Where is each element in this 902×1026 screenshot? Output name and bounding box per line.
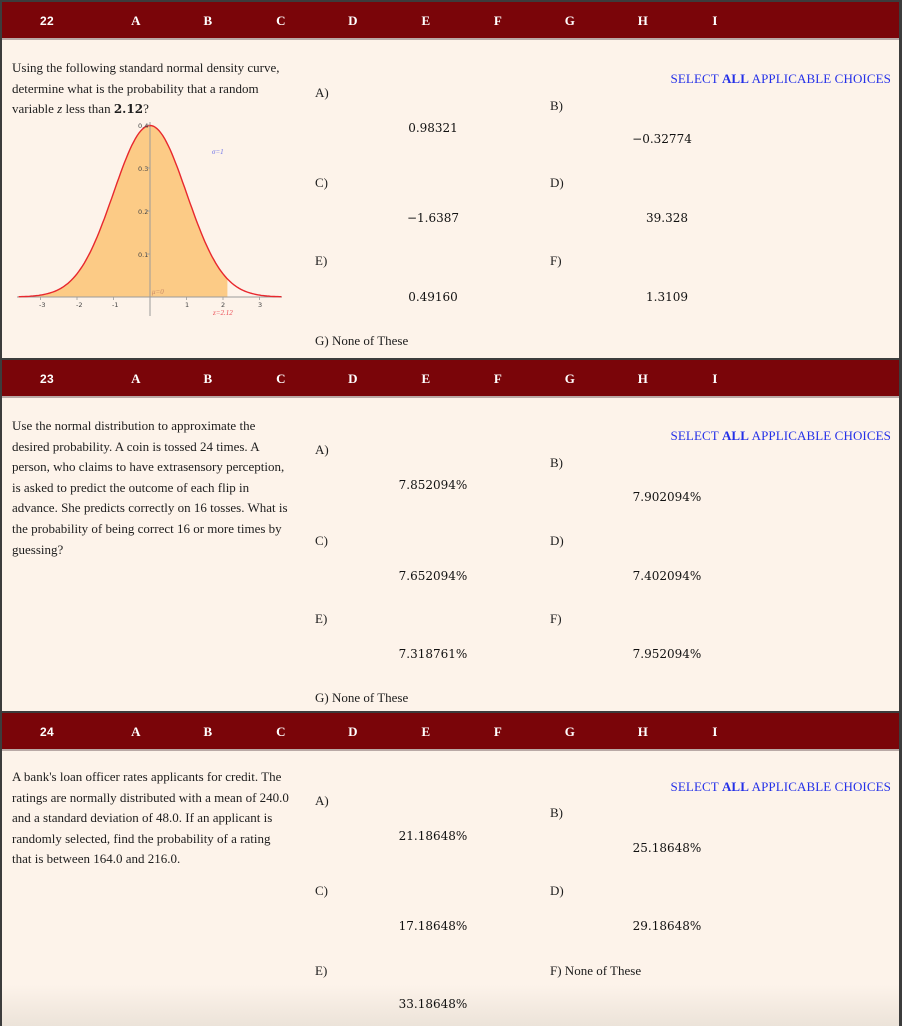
x-tick-label: -1 [112,301,118,309]
choice-b-value[interactable]: 25.18648% [632,841,702,855]
choice-d-value[interactable]: 39.328 [646,211,688,225]
column-letter: D [348,371,358,386]
choice-c-value[interactable]: 17.18648% [398,919,468,933]
choice-e-label[interactable]: E) [315,253,328,268]
select-all-instruction: SELECT ALL APPLICABLE CHOICES [670,779,891,794]
choice-d-label[interactable]: D) [550,883,564,898]
question-header-23: 23 A B C D E F G H I [2,360,899,398]
mu-label: μ=0 [152,288,164,296]
choice-f-value[interactable]: 1.3109 [646,290,688,304]
choice-e-label[interactable]: E) [315,963,328,978]
column-letter: A [131,724,141,739]
question-number: 24 [40,725,54,739]
question-header-22: 22 A B C D E F G H I [2,2,899,40]
column-letter: H [637,13,649,28]
x-tick-label: 3 [258,301,262,309]
choice-f-label[interactable]: F) [550,253,562,268]
choice-c-label[interactable]: C) [315,533,328,548]
column-letter: E [421,13,431,28]
question-text: Using the following standard normal dens… [12,60,280,117]
choice-c-label[interactable]: C) [315,883,328,898]
density-curve [18,124,282,298]
column-letter: G [564,371,576,386]
choice-a-label[interactable]: A) [315,85,329,100]
column-letter: F [493,13,503,28]
column-letter: I [712,724,718,739]
question-number: 22 [40,14,54,28]
choice-d-label[interactable]: D) [550,175,564,190]
choice-e-value[interactable]: 7.318761% [398,647,468,661]
choice-b-label[interactable]: B) [550,805,563,820]
choice-e-value[interactable]: 0.49160 [408,290,458,304]
column-letter: I [712,371,718,386]
column-letter: B [203,371,213,386]
y-tick-label: 0.1 [138,251,148,259]
column-letter: I [712,13,718,28]
choice-d-value[interactable]: 29.18648% [632,919,702,933]
column-letter: A [131,371,141,386]
x-tick-label: 2 [221,301,225,309]
column-letter: A [131,13,141,28]
column-letter: F [493,371,503,386]
choice-a-label[interactable]: A) [315,793,329,808]
choice-a-label[interactable]: A) [315,442,329,457]
x-tick-label: 1 [185,301,189,309]
y-tick-label: 0.2 [138,208,148,216]
choice-a-value[interactable]: 21.18648% [398,829,468,843]
column-letter: H [637,371,649,386]
column-letter: B [203,724,213,739]
column-letter: C [276,13,286,28]
question-body-24: A bank's loan officer rates applicants f… [2,751,899,1026]
sigma-label: σ=1 [212,148,224,156]
y-tick-label: 0.3 [138,165,148,173]
column-letter: E [421,724,431,739]
select-all-instruction: SELECT ALL APPLICABLE CHOICES [670,428,891,443]
x-tick-label: -2 [76,301,82,309]
choice-b-value[interactable]: −0.32774 [632,132,692,146]
select-all-instruction: SELECT ALL APPLICABLE CHOICES [670,71,891,86]
column-letter: C [276,724,286,739]
column-letter: G [564,13,576,28]
column-letter: G [564,724,576,739]
choice-a-value[interactable]: 0.98321 [408,121,458,135]
choice-c-value[interactable]: −1.6387 [406,211,460,225]
question-number: 23 [40,372,54,386]
choice-e-value[interactable]: 33.18648% [398,997,468,1011]
column-letter: D [348,724,358,739]
shaded-area [18,125,228,297]
question-text: A bank's loan officer rates applicants f… [12,769,289,867]
column-letter: H [637,724,649,739]
x-tick-label: -3 [39,301,45,309]
choice-c-label[interactable]: C) [315,175,328,190]
z-label: z=2.12 [212,309,233,317]
choice-f-label[interactable]: F) [550,611,562,626]
choice-d-value[interactable]: 7.402094% [632,569,702,583]
column-letter: B [203,13,213,28]
column-letter: F [493,724,503,739]
choice-e-label[interactable]: E) [315,611,328,626]
column-letter: D [348,13,358,28]
choice-b-value[interactable]: 7.902094% [632,490,702,504]
choice-d-label[interactable]: D) [550,533,564,548]
choice-g-none[interactable]: G) None of These [315,333,409,348]
question-body-22: Using the following standard normal dens… [2,40,899,358]
y-tick-label: 0.4 [138,122,148,130]
choice-c-value[interactable]: 7.652094% [398,569,468,583]
choice-b-label[interactable]: B) [550,98,563,113]
question-header-24: 24 A B C D E F G H I [2,713,899,751]
column-letter: E [421,371,431,386]
normal-distribution-chart: 0.4 0.3 0.2 0.1 -3 -2 -1 1 2 3 σ=1 μ=0 z… [17,122,282,317]
question-body-23: Use the normal distribution to approxima… [2,398,899,711]
choice-b-label[interactable]: B) [550,455,563,470]
choice-f-value[interactable]: 7.952094% [632,647,702,661]
question-text: Use the normal distribution to approxima… [12,418,288,557]
choice-a-value[interactable]: 7.852094% [398,478,468,492]
choice-f-none[interactable]: F) None of These [550,963,642,978]
column-letter: C [276,371,286,386]
choice-g-none[interactable]: G) None of These [315,690,409,705]
